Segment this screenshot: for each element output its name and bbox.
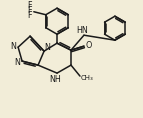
Text: O: O: [86, 41, 92, 50]
Text: F: F: [28, 1, 32, 10]
Text: F: F: [28, 11, 32, 20]
Text: NH: NH: [49, 75, 61, 84]
Text: N: N: [44, 43, 50, 52]
Text: HN: HN: [76, 26, 88, 35]
Text: F: F: [28, 6, 32, 15]
Text: N: N: [10, 42, 16, 51]
Text: CH₃: CH₃: [81, 75, 93, 81]
Text: N: N: [14, 58, 20, 67]
